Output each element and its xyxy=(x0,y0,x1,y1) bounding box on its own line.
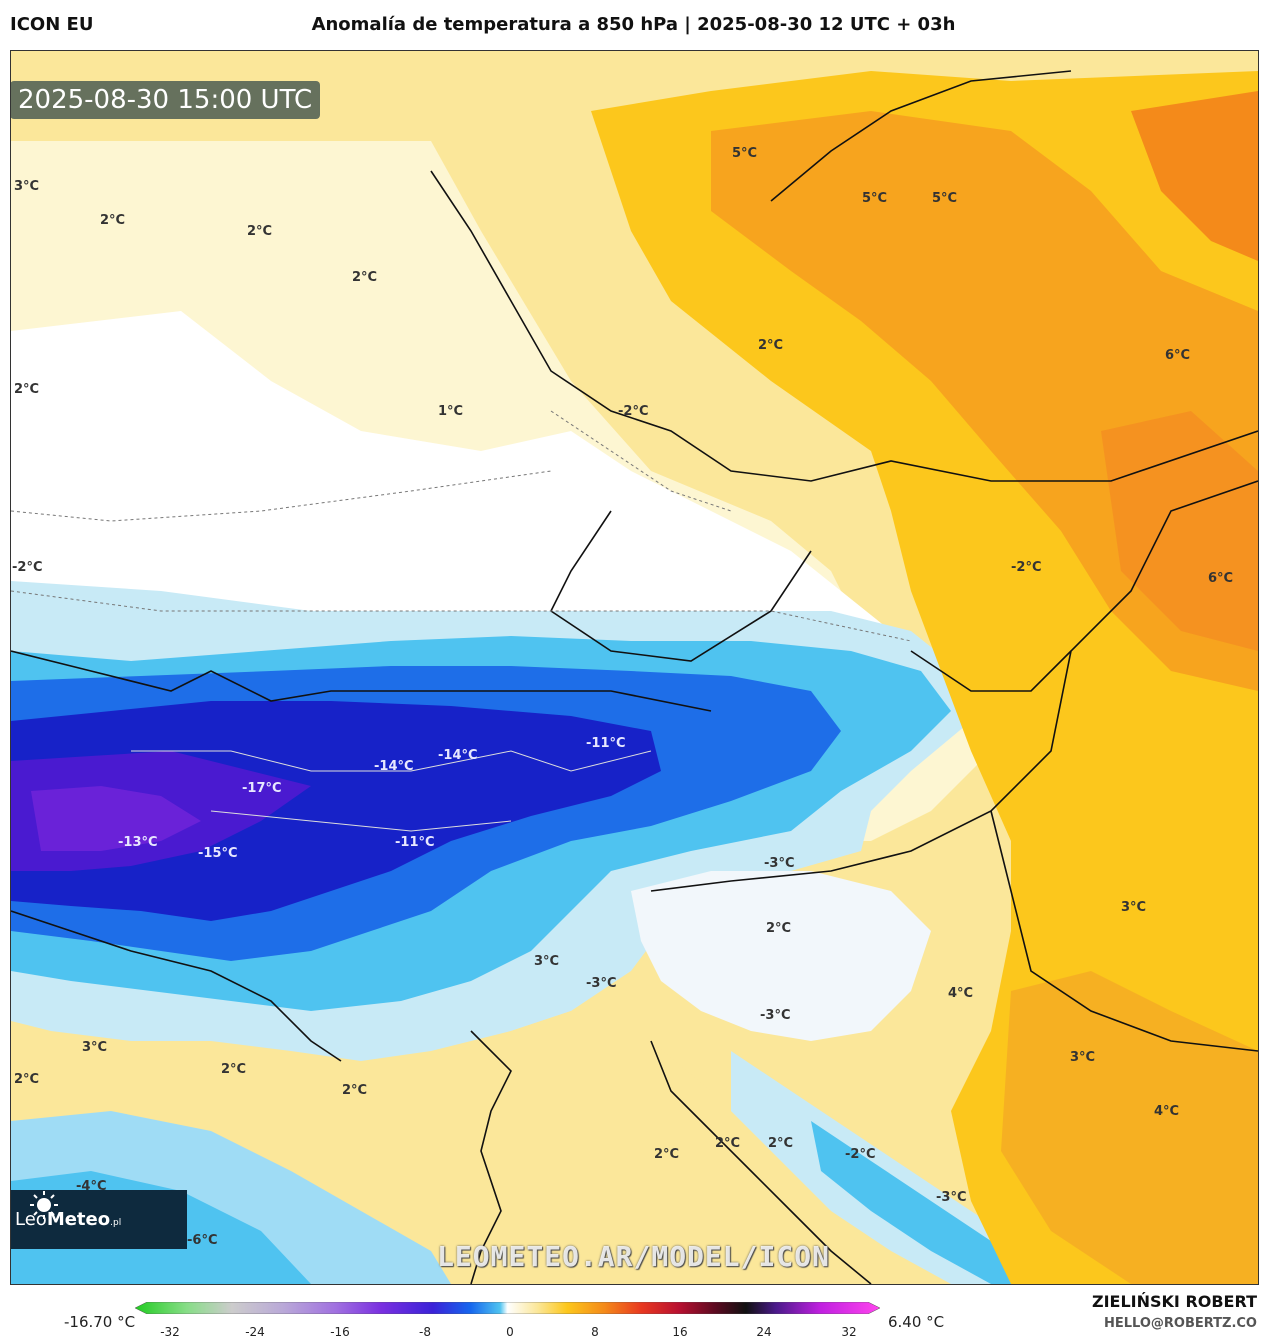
temp-label: -2°C xyxy=(845,1147,876,1162)
temp-label: 2°C xyxy=(221,1062,247,1077)
temp-label: -3°C xyxy=(936,1190,967,1205)
sun-icon xyxy=(30,1191,58,1219)
temp-label: -3°C xyxy=(760,1008,791,1023)
temp-label: 2°C xyxy=(352,270,378,285)
colorbar-tick: -16 xyxy=(330,1325,350,1339)
author-email[interactable]: HELLO@ROBERTZ.CO xyxy=(1103,1316,1257,1331)
temperature-anomaly-map: 2025-08-30 15:00 UTC 3°C 2°C 2°C 2°C 2°C… xyxy=(10,50,1259,1285)
temp-label: 5°C xyxy=(862,191,888,206)
watermark: LEOMETEO.AR/MODEL/ICON xyxy=(437,1240,830,1273)
colorbar-max-label: 6.40 °C xyxy=(888,1313,945,1331)
map-title: Anomalía de temperatura a 850 hPa | 2025… xyxy=(311,14,956,35)
colorbar-tick: -32 xyxy=(160,1325,180,1339)
temp-label: 1°C xyxy=(438,404,464,419)
temp-label: 4°C xyxy=(948,986,974,1001)
map-canvas xyxy=(11,51,1258,1284)
temp-label: -11°C xyxy=(586,736,626,751)
logo-text: LeoMeteo.pl xyxy=(15,1209,122,1230)
colorbar xyxy=(135,1302,880,1314)
temp-label: 3°C xyxy=(14,179,40,194)
temp-label: 5°C xyxy=(732,146,758,161)
colorbar-min-label: -16.70 °C xyxy=(64,1313,136,1331)
temp-label: 2°C xyxy=(342,1083,368,1098)
temp-label: 3°C xyxy=(534,954,560,969)
temp-label: -14°C xyxy=(438,748,478,763)
temp-label: 2°C xyxy=(758,338,784,353)
colorbar-tick: 24 xyxy=(756,1325,772,1339)
temp-label: 2°C xyxy=(14,1072,40,1087)
temp-label: 2°C xyxy=(100,213,126,228)
temp-label: 2°C xyxy=(654,1147,680,1162)
temp-label: 3°C xyxy=(82,1040,108,1055)
colorbar-tick: 16 xyxy=(672,1325,688,1339)
colorbar-tick: -24 xyxy=(245,1325,265,1339)
temp-label: 3°C xyxy=(1121,900,1147,915)
colorbar-tick: 8 xyxy=(591,1325,599,1339)
temp-label: -3°C xyxy=(764,856,795,871)
temp-label: 6°C xyxy=(1165,348,1191,363)
valid-time-stamp: 2025-08-30 15:00 UTC xyxy=(11,81,321,119)
temp-label: 2°C xyxy=(247,224,273,239)
author-name: ZIELIŃSKI ROBERT xyxy=(1091,1292,1257,1311)
temp-label: -2°C xyxy=(1011,560,1042,575)
colorbar-tick: -8 xyxy=(419,1325,431,1339)
temp-label: -15°C xyxy=(198,846,238,861)
temp-label: -17°C xyxy=(242,781,282,796)
colorbar-tick: 0 xyxy=(506,1325,514,1339)
temp-label: 3°C xyxy=(1070,1050,1096,1065)
temp-label: -11°C xyxy=(395,835,435,850)
temp-label: 2°C xyxy=(14,382,40,397)
temp-label: -3°C xyxy=(586,976,617,991)
colorbar-tick: 32 xyxy=(841,1325,857,1339)
temp-label: 6°C xyxy=(1208,571,1234,586)
temp-label: -2°C xyxy=(12,560,43,575)
temp-label: 2°C xyxy=(715,1136,741,1151)
temp-label: -14°C xyxy=(374,759,414,774)
temp-label: 5°C xyxy=(932,191,958,206)
temp-label: -13°C xyxy=(118,835,158,850)
temp-label: -2°C xyxy=(618,404,649,419)
temp-label: -6°C xyxy=(187,1233,218,1248)
temp-label: 2°C xyxy=(766,921,792,936)
temp-label: 2°C xyxy=(768,1136,794,1151)
model-name: ICON EU xyxy=(10,14,94,35)
leometeo-logo: LeoMeteo.pl xyxy=(11,1190,187,1249)
temp-label: 4°C xyxy=(1154,1104,1180,1119)
